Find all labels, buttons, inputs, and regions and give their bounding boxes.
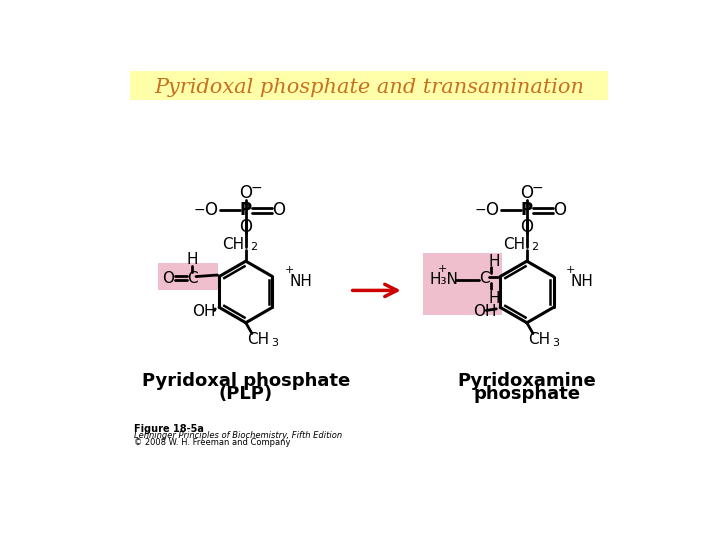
- Text: Pyridoxamine: Pyridoxamine: [457, 372, 596, 389]
- Text: 2: 2: [531, 242, 538, 252]
- Text: 3: 3: [553, 338, 559, 348]
- Text: O: O: [521, 218, 534, 237]
- Text: OH: OH: [192, 305, 215, 320]
- Text: O: O: [162, 271, 174, 286]
- Text: P: P: [521, 201, 533, 219]
- Bar: [423, 253, 502, 315]
- Text: CH: CH: [247, 332, 269, 347]
- Bar: [158, 262, 217, 291]
- Text: O: O: [204, 201, 217, 219]
- Bar: [130, 71, 608, 100]
- Text: 2: 2: [250, 242, 257, 252]
- Text: C: C: [480, 271, 490, 286]
- FancyArrowPatch shape: [353, 284, 397, 296]
- Text: Pyridoxal phosphate and transamination: Pyridoxal phosphate and transamination: [154, 78, 584, 97]
- Text: Pyridoxal phosphate: Pyridoxal phosphate: [142, 372, 350, 389]
- Text: 3: 3: [271, 338, 279, 348]
- Text: +: +: [438, 264, 447, 274]
- Text: NH: NH: [570, 274, 593, 289]
- Text: OH: OH: [473, 305, 497, 320]
- Text: O: O: [553, 201, 566, 219]
- Text: C: C: [187, 271, 197, 286]
- Text: −: −: [251, 181, 262, 195]
- Text: −: −: [194, 204, 205, 217]
- Text: CH: CH: [503, 237, 526, 252]
- Text: H: H: [488, 254, 500, 268]
- Text: O: O: [239, 218, 252, 237]
- Text: NH: NH: [289, 274, 312, 289]
- Text: Figure 18-5a: Figure 18-5a: [134, 423, 204, 434]
- Text: Lehninger Principles of Biochemistry, Fifth Edition: Lehninger Principles of Biochemistry, Fi…: [134, 431, 342, 440]
- Text: +: +: [566, 265, 575, 275]
- Text: (PLP): (PLP): [219, 386, 273, 403]
- Text: P: P: [240, 201, 252, 219]
- Text: −: −: [532, 181, 544, 195]
- Text: phosphate: phosphate: [473, 386, 580, 403]
- Text: H: H: [488, 291, 500, 306]
- Text: O: O: [485, 201, 498, 219]
- Text: © 2008 W. H. Freeman and Company: © 2008 W. H. Freeman and Company: [134, 438, 291, 447]
- Text: −: −: [474, 204, 487, 217]
- Text: H₃N: H₃N: [430, 272, 459, 287]
- Text: O: O: [271, 201, 284, 219]
- Text: H: H: [186, 252, 198, 267]
- Text: +: +: [284, 265, 294, 275]
- Text: CH: CH: [528, 332, 550, 347]
- Text: O: O: [521, 184, 534, 202]
- Text: O: O: [239, 184, 252, 202]
- Text: CH: CH: [222, 237, 244, 252]
